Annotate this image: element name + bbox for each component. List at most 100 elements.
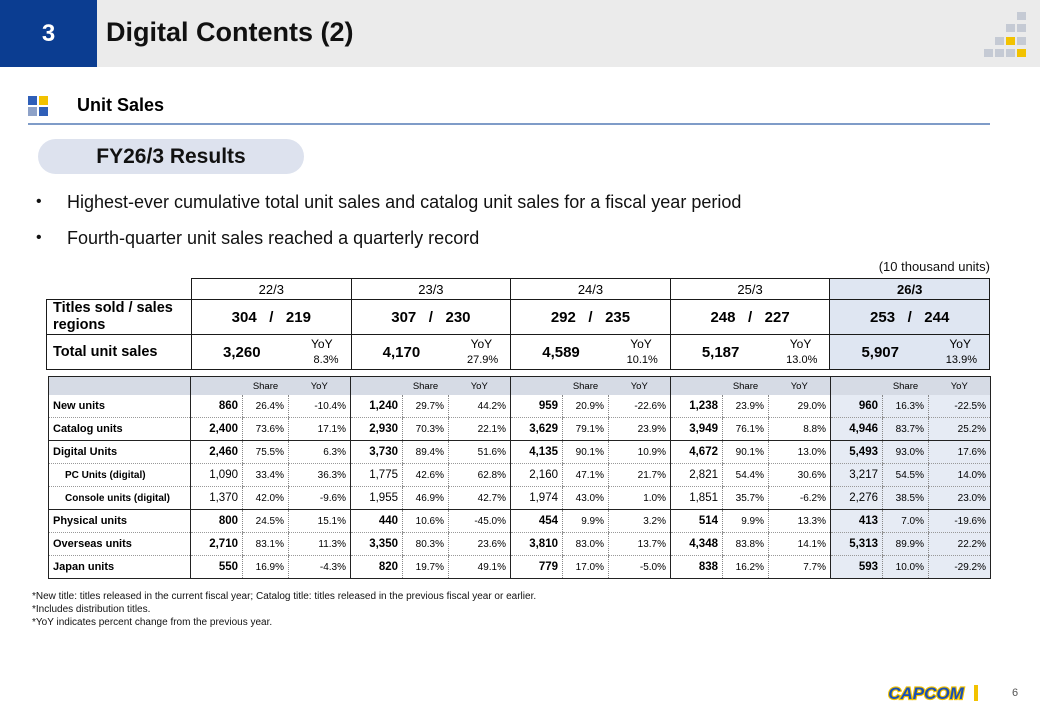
- total-cell: 3,260 YoY 8.3%: [191, 334, 352, 370]
- share-value: 9.9%: [722, 509, 769, 533]
- yoy-value: 51.6%: [448, 440, 511, 464]
- share-value: 7.0%: [882, 509, 929, 533]
- units-value: 800: [190, 509, 243, 533]
- logo-bar-icon: [974, 685, 978, 701]
- units-value: 1,974: [510, 486, 563, 510]
- units-value: 5,313: [830, 532, 883, 556]
- share-value: 79.1%: [562, 417, 609, 441]
- units-value: 413: [830, 509, 883, 533]
- table-row: Japan units 550 16.9% -4.3% 820 19.7% 49.1% 779…: [48, 555, 991, 579]
- units-value: 1,238: [670, 395, 723, 418]
- row-label: Console units (digital): [48, 486, 191, 510]
- share-value: 42.0%: [242, 486, 289, 510]
- yoy-value: 14.1%: [768, 532, 831, 556]
- units-value: 959: [510, 395, 563, 418]
- share-value: 46.9%: [402, 486, 449, 510]
- yoy-header: YoY: [768, 376, 831, 395]
- units-value: 2,710: [190, 532, 243, 556]
- table-row: Catalog units 2,400 73.6% 17.1% 2,930 70.3% 22…: [48, 417, 991, 441]
- units-value: 1,955: [350, 486, 403, 510]
- share-value: 26.4%: [242, 395, 289, 418]
- table-row: Physical units 800 24.5% 15.1% 440 10.6% -45.0…: [48, 509, 991, 533]
- yoy-value: 13.3%: [768, 509, 831, 533]
- units-value: 1,090: [190, 463, 243, 487]
- footnote: *New title: titles released in the curre…: [32, 591, 537, 602]
- share-value: 83.7%: [882, 417, 929, 441]
- bullet-text: Fourth-quarter unit sales reached a quar…: [67, 227, 480, 248]
- total-row: Total unit sales 3,260 YoY 8.3% 4,170 YoY 27…: [46, 334, 990, 370]
- yoy-header: YoY: [448, 376, 511, 395]
- units-value: 2,930: [350, 417, 403, 441]
- yoy-value: 23.6%: [448, 532, 511, 556]
- units-value: 779: [510, 555, 563, 579]
- share-value: 42.6%: [402, 463, 449, 487]
- header-bar: 3 Digital Contents (2): [0, 0, 1040, 67]
- units-value: 820: [350, 555, 403, 579]
- page-title: Digital Contents (2): [106, 17, 354, 47]
- titles-cell: 292 / 235: [510, 299, 671, 335]
- subtitle: Unit Sales: [77, 95, 165, 115]
- yoy-value: 17.1%: [288, 417, 351, 441]
- yoy-value: 14.0%: [928, 463, 991, 487]
- share-value: 43.0%: [562, 486, 609, 510]
- summary-table: 22/3 23/3 24/3 25/3 26/3 Titles sold / s…: [46, 278, 990, 370]
- units-value: 5,493: [830, 440, 883, 464]
- period-header: 24/3: [510, 278, 671, 300]
- bullet-list: • Highest-ever cumulative total unit sale…: [36, 184, 741, 256]
- share-value: 10.0%: [882, 555, 929, 579]
- yoy-value: 10.9%: [608, 440, 671, 464]
- titles-label: Titles sold / sales regions: [46, 299, 192, 335]
- unit-note: (10 thousand units): [878, 259, 990, 274]
- units-value: 3,629: [510, 417, 563, 441]
- yoy-value: 15.1%: [288, 509, 351, 533]
- yoy-value: -5.0%: [608, 555, 671, 579]
- share-value: 17.0%: [562, 555, 609, 579]
- yoy-value: 13.0%: [768, 440, 831, 464]
- footnote: *YoY indicates percent change from the p…: [32, 617, 273, 628]
- share-value: 76.1%: [722, 417, 769, 441]
- units-value: 3,350: [350, 532, 403, 556]
- share-value: 16.9%: [242, 555, 289, 579]
- share-value: 75.5%: [242, 440, 289, 464]
- units-value: 4,672: [670, 440, 723, 464]
- detail-table: Share YoY Share YoY Share YoY Share YoY Shar…: [48, 376, 991, 579]
- share-value: 16.3%: [882, 395, 929, 418]
- units-value: 454: [510, 509, 563, 533]
- yoy-value: 49.1%: [448, 555, 511, 579]
- yoy-value: -45.0%: [448, 509, 511, 533]
- bullet-dot-icon: •: [36, 229, 42, 246]
- titles-cell: 248 / 227: [669, 299, 831, 335]
- bullet-dot-icon: •: [36, 193, 42, 210]
- grid-logo-icon: [980, 12, 1028, 58]
- total-label: Total unit sales: [46, 334, 192, 370]
- yoy-value: 7.7%: [768, 555, 831, 579]
- period-header-row: 22/3 23/3 24/3 25/3 26/3: [46, 278, 990, 300]
- yoy-value: 13.7%: [608, 532, 671, 556]
- share-value: 73.6%: [242, 417, 289, 441]
- yoy-value: -22.5%: [928, 395, 991, 418]
- capcom-logo: CAPCOM: [887, 683, 966, 703]
- units-value: 3,949: [670, 417, 723, 441]
- units-value: 3,217: [830, 463, 883, 487]
- results-pill: FY26/3 Results: [38, 139, 304, 174]
- share-value: 33.4%: [242, 463, 289, 487]
- share-value: 90.1%: [722, 440, 769, 464]
- share-value: 47.1%: [562, 463, 609, 487]
- yoy-value: -29.2%: [928, 555, 991, 579]
- yoy-value: 30.6%: [768, 463, 831, 487]
- yoy-value: 44.2%: [448, 395, 511, 418]
- row-label: Physical units: [48, 509, 191, 533]
- row-label: Catalog units: [48, 417, 191, 441]
- units-value: 838: [670, 555, 723, 579]
- titles-cell: 253 / 244: [829, 299, 990, 335]
- share-header: Share: [562, 376, 609, 395]
- titles-row: Titles sold / sales regions 304 / 219 30…: [46, 299, 990, 335]
- share-header: Share: [722, 376, 769, 395]
- share-value: 90.1%: [562, 440, 609, 464]
- row-label: New units: [48, 395, 191, 418]
- yoy-value: 6.3%: [288, 440, 351, 464]
- units-value: 960: [830, 395, 883, 418]
- total-cell: 4,589 YoY 10.1%: [510, 334, 671, 370]
- row-label: Japan units: [48, 555, 191, 579]
- share-value: 9.9%: [562, 509, 609, 533]
